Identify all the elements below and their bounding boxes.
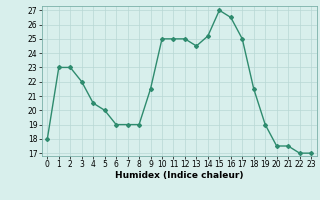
X-axis label: Humidex (Indice chaleur): Humidex (Indice chaleur) (115, 171, 244, 180)
